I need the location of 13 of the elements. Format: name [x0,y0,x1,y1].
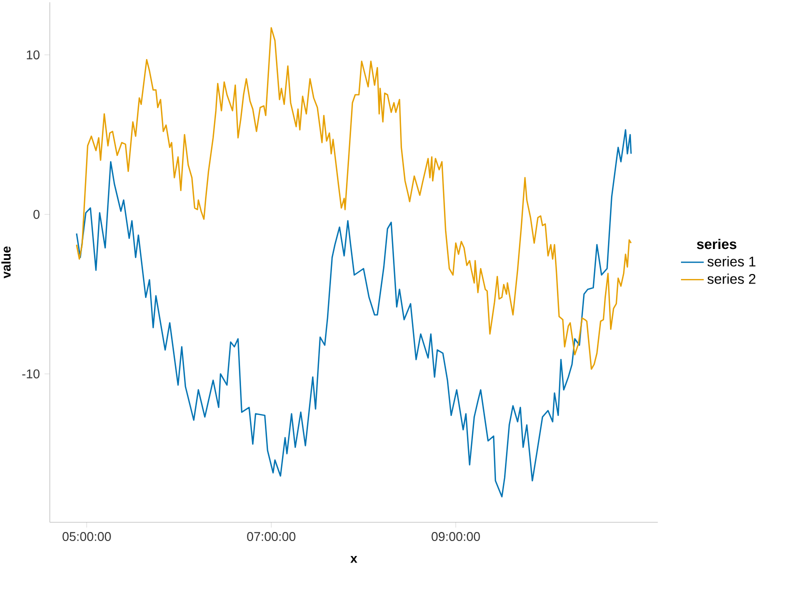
legend-label: series 2 [707,274,756,284]
y-tick-label: 0 [33,210,40,219]
legend-title: series [696,238,736,250]
x-tick-label: 07:00:00 [247,532,296,542]
line-series [76,129,632,498]
x-tick-label: 05:00:00 [62,532,111,542]
legend-label: series 1 [707,256,756,267]
x-axis-title: x [350,556,358,563]
y-axis-title: value [1,246,11,278]
line-series [76,27,632,370]
x-tick-label: 09:00:00 [432,532,480,542]
y-tick-label: 10 [26,50,40,60]
y-tick-label: -10 [22,369,40,378]
